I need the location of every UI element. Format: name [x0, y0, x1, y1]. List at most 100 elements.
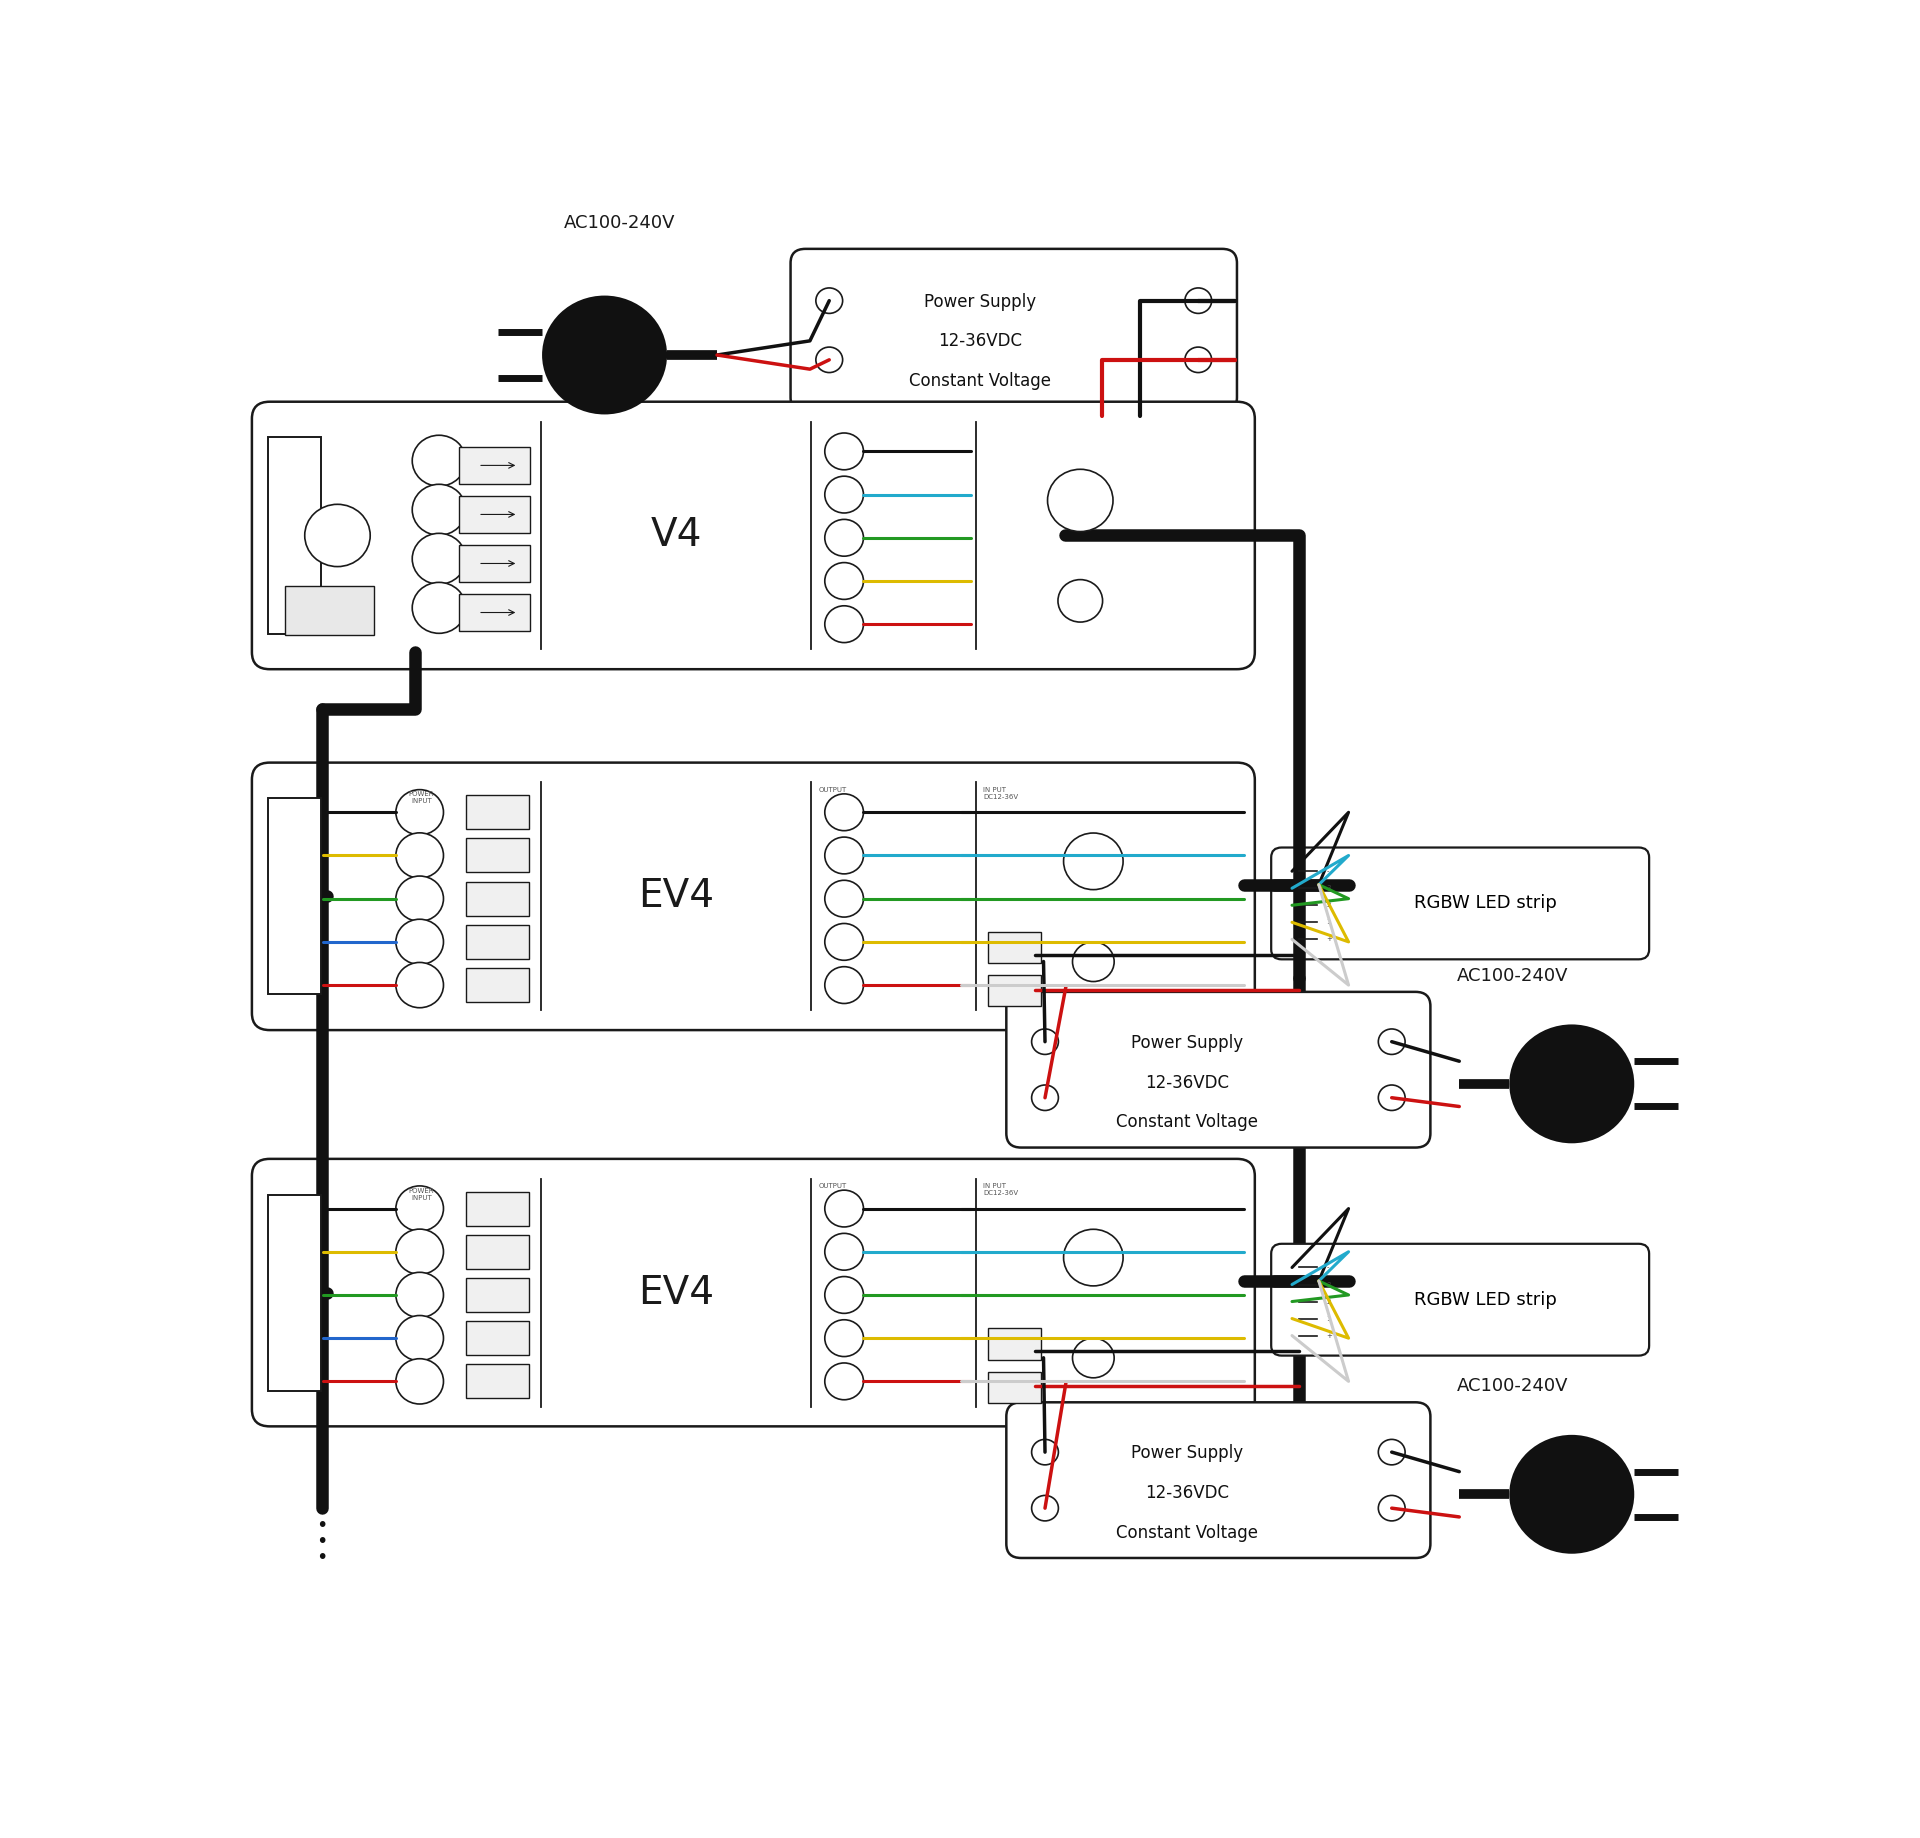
Circle shape	[1185, 347, 1212, 373]
Text: IN PUT
DC12-36V: IN PUT DC12-36V	[983, 787, 1018, 800]
Text: OUTPUT: OUTPUT	[818, 787, 847, 792]
Text: 2: 2	[1327, 902, 1331, 908]
Circle shape	[816, 289, 843, 314]
Circle shape	[541, 296, 666, 414]
Text: 3: 3	[1327, 1281, 1331, 1287]
Circle shape	[816, 347, 843, 373]
Circle shape	[1031, 1029, 1058, 1055]
Text: -: -	[1327, 1265, 1329, 1270]
Text: RGBW LED strip: RGBW LED strip	[1413, 895, 1557, 912]
FancyBboxPatch shape	[791, 248, 1236, 412]
Bar	[459, 546, 530, 583]
Circle shape	[826, 1320, 864, 1356]
Bar	[467, 882, 528, 915]
Text: EV4: EV4	[637, 877, 714, 915]
Bar	[467, 1277, 528, 1312]
Circle shape	[826, 923, 864, 959]
Circle shape	[826, 1191, 864, 1228]
Circle shape	[1064, 833, 1123, 890]
FancyBboxPatch shape	[252, 763, 1256, 1029]
Text: 1: 1	[1327, 919, 1331, 925]
Circle shape	[396, 1230, 444, 1274]
FancyBboxPatch shape	[1271, 1244, 1649, 1356]
Text: 2: 2	[1327, 1298, 1331, 1305]
Circle shape	[1379, 1496, 1405, 1520]
Text: +: +	[1327, 936, 1332, 943]
Text: AC100-240V: AC100-240V	[564, 213, 676, 232]
Circle shape	[1509, 1024, 1634, 1143]
Bar	[987, 976, 1041, 1007]
Text: 1: 1	[1327, 1316, 1331, 1322]
Circle shape	[396, 963, 444, 1007]
Bar	[269, 1195, 321, 1391]
Bar	[459, 447, 530, 483]
FancyBboxPatch shape	[1006, 993, 1430, 1147]
Bar	[459, 496, 530, 533]
Circle shape	[826, 1364, 864, 1401]
FancyBboxPatch shape	[252, 1160, 1256, 1426]
FancyBboxPatch shape	[252, 403, 1256, 669]
Bar	[987, 932, 1041, 963]
Text: POWER
INPUT: POWER INPUT	[409, 792, 434, 805]
Bar	[467, 1364, 528, 1399]
Circle shape	[1379, 1084, 1405, 1110]
Bar	[467, 969, 528, 1002]
Circle shape	[826, 1277, 864, 1314]
Text: V4: V4	[651, 516, 701, 555]
Circle shape	[1185, 289, 1212, 314]
Circle shape	[826, 520, 864, 557]
Circle shape	[413, 436, 467, 487]
Circle shape	[413, 583, 467, 634]
Bar	[269, 437, 321, 634]
Bar	[284, 586, 374, 636]
Circle shape	[1031, 1439, 1058, 1465]
Bar	[269, 798, 321, 994]
Bar	[467, 796, 528, 829]
Circle shape	[1048, 469, 1114, 531]
Circle shape	[1031, 1496, 1058, 1520]
Text: 3: 3	[1327, 886, 1331, 891]
Circle shape	[396, 877, 444, 921]
Text: EV4: EV4	[637, 1274, 714, 1312]
Bar	[459, 594, 530, 630]
Bar	[467, 838, 528, 873]
Bar	[987, 1371, 1041, 1402]
Circle shape	[396, 919, 444, 965]
FancyBboxPatch shape	[1271, 847, 1649, 959]
Circle shape	[1379, 1439, 1405, 1465]
Circle shape	[1073, 941, 1114, 981]
Text: -: -	[1327, 868, 1329, 875]
Circle shape	[826, 794, 864, 831]
Text: RGBW LED strip: RGBW LED strip	[1413, 1290, 1557, 1309]
Bar	[467, 1235, 528, 1268]
Circle shape	[1073, 1338, 1114, 1378]
Circle shape	[826, 967, 864, 1004]
Text: 12-36VDC: 12-36VDC	[1144, 1073, 1229, 1092]
Text: Power Supply: Power Supply	[924, 292, 1037, 311]
Circle shape	[826, 880, 864, 917]
Circle shape	[396, 833, 444, 879]
Bar	[467, 1322, 528, 1355]
Text: 12-36VDC: 12-36VDC	[1144, 1483, 1229, 1502]
Bar	[467, 1191, 528, 1226]
Circle shape	[413, 483, 467, 535]
Text: OUTPUT: OUTPUT	[818, 1184, 847, 1189]
FancyBboxPatch shape	[1006, 1402, 1430, 1559]
Text: Power Supply: Power Supply	[1131, 1445, 1242, 1463]
Circle shape	[826, 607, 864, 643]
Circle shape	[826, 1233, 864, 1270]
Circle shape	[1031, 1084, 1058, 1110]
Circle shape	[1509, 1435, 1634, 1553]
Circle shape	[413, 533, 467, 584]
Circle shape	[396, 790, 444, 834]
Text: 12-36VDC: 12-36VDC	[939, 333, 1023, 351]
Circle shape	[826, 476, 864, 513]
Text: AC100-240V: AC100-240V	[1457, 967, 1569, 985]
Text: Constant Voltage: Constant Voltage	[1116, 1114, 1258, 1132]
Circle shape	[826, 434, 864, 471]
Circle shape	[1064, 1230, 1123, 1287]
Circle shape	[1058, 579, 1102, 621]
Circle shape	[396, 1316, 444, 1360]
Circle shape	[396, 1272, 444, 1318]
Text: IN PUT
DC12-36V: IN PUT DC12-36V	[983, 1184, 1018, 1197]
